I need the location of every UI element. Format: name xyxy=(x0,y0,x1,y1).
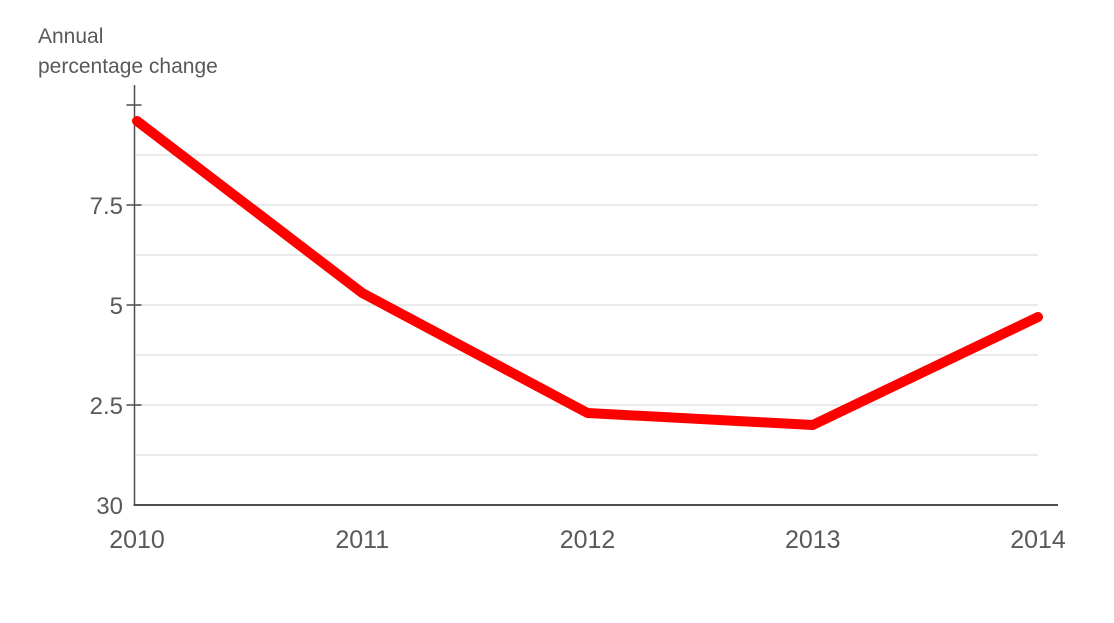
y-tick-label: 5 xyxy=(110,293,123,320)
y-tick-label: 2.5 xyxy=(90,393,123,420)
x-tick-label: 2011 xyxy=(335,526,389,554)
x-tick-label: 2012 xyxy=(560,526,616,554)
y-tick-label: 30 xyxy=(96,493,123,520)
x-tick-label: 2013 xyxy=(785,526,841,554)
chart-title: Annual percentage change xyxy=(38,25,218,78)
y-tick-label: 7.5 xyxy=(90,193,123,220)
data-line xyxy=(132,116,1043,430)
x-tick-label: 2010 xyxy=(109,526,165,554)
x-tick-label: 2014 xyxy=(1010,526,1066,554)
